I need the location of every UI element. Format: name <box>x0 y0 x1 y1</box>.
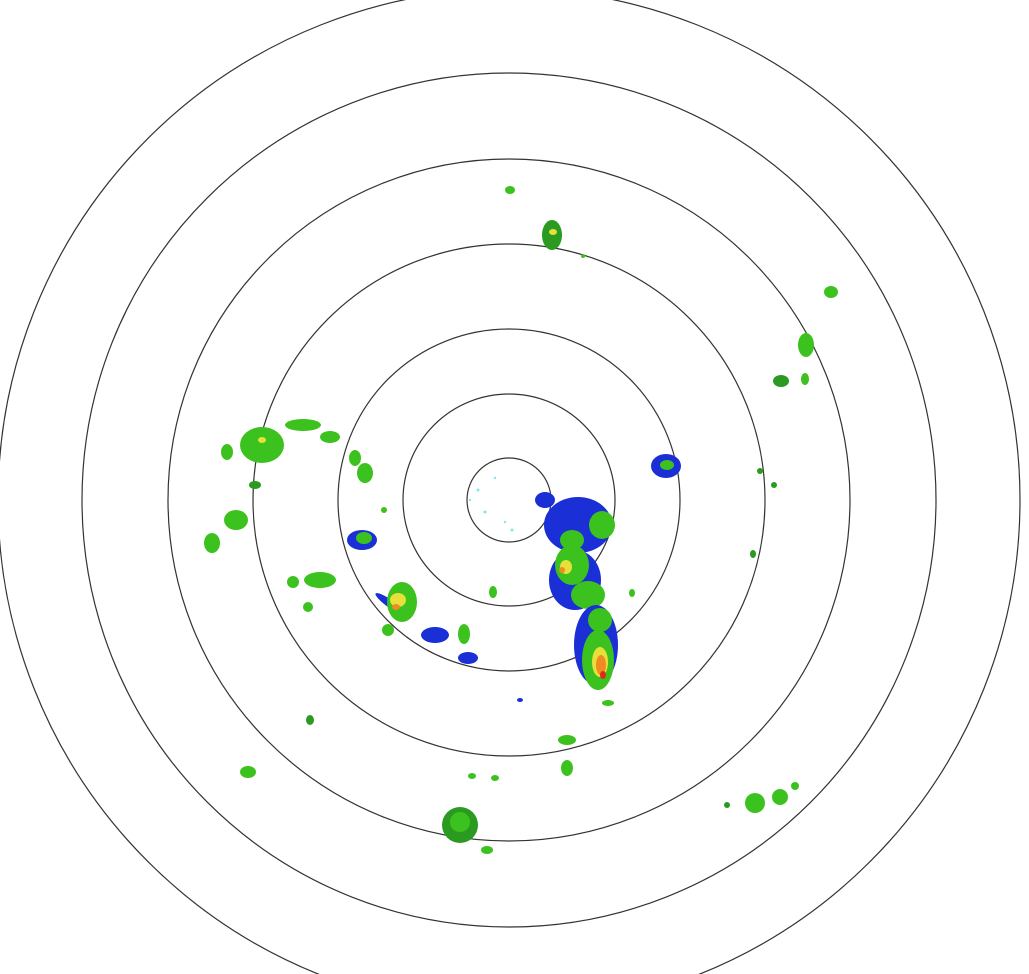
echo <box>542 220 562 250</box>
echo <box>304 572 336 588</box>
echo <box>392 604 400 610</box>
echo <box>381 507 387 513</box>
echo <box>356 532 372 544</box>
range-ring <box>402 393 616 607</box>
echo <box>503 520 507 524</box>
clutter <box>468 476 514 532</box>
echo <box>458 652 478 664</box>
echo <box>724 802 730 808</box>
echo <box>421 627 449 643</box>
echo <box>306 715 314 725</box>
echo <box>517 698 523 702</box>
echo <box>555 545 589 585</box>
echo <box>357 463 373 483</box>
echo <box>773 375 789 387</box>
echo <box>791 782 799 790</box>
echo <box>491 775 499 781</box>
echo <box>798 333 814 357</box>
echo <box>287 576 299 588</box>
echo <box>303 602 313 612</box>
echo <box>596 655 606 675</box>
echo <box>468 773 476 779</box>
echo <box>240 766 256 778</box>
echo <box>204 533 220 553</box>
echo <box>489 586 497 598</box>
range-ring <box>167 158 851 842</box>
echo <box>560 530 584 550</box>
echo <box>221 444 233 460</box>
echo <box>390 593 406 607</box>
range-ring <box>337 328 681 672</box>
range-ring <box>252 243 766 757</box>
echo <box>589 511 615 539</box>
echo <box>588 608 612 632</box>
echo <box>801 373 809 385</box>
echo <box>559 567 565 573</box>
echo <box>483 510 487 514</box>
echo <box>549 229 557 235</box>
echo <box>320 431 340 443</box>
echo <box>629 589 635 597</box>
echo <box>450 812 470 832</box>
echo <box>757 468 763 474</box>
echo <box>535 492 555 508</box>
echo <box>240 427 284 463</box>
echo <box>750 550 756 558</box>
range-ring <box>81 72 937 928</box>
echo <box>772 789 788 805</box>
echo <box>745 793 765 813</box>
echo <box>224 510 248 530</box>
echo <box>600 671 606 679</box>
echo <box>493 476 497 480</box>
echo <box>561 760 573 776</box>
echo <box>481 846 493 854</box>
echo <box>505 186 515 194</box>
echo <box>458 624 470 644</box>
echo <box>249 481 261 489</box>
echo <box>824 286 838 298</box>
echo <box>476 488 480 492</box>
echo <box>602 700 614 706</box>
echo <box>285 419 321 431</box>
echo <box>349 450 361 466</box>
echo <box>558 735 576 745</box>
echo <box>510 528 514 532</box>
echo <box>660 460 674 470</box>
echo <box>468 498 472 502</box>
precipitation <box>204 186 838 854</box>
echo <box>571 581 605 609</box>
echo <box>258 437 266 443</box>
echo <box>382 624 394 636</box>
echo <box>771 482 777 488</box>
echo <box>581 254 585 258</box>
